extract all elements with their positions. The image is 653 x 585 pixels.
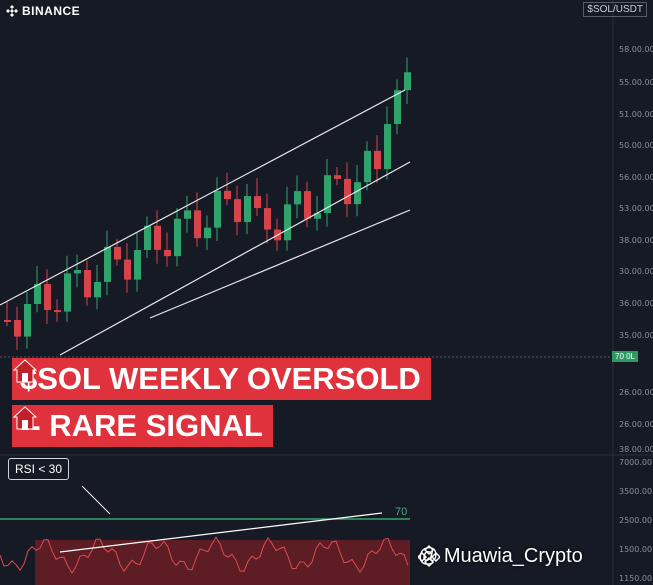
candle-body xyxy=(54,310,61,313)
candle-body xyxy=(134,250,141,280)
callout-line xyxy=(81,485,111,515)
watermark: @ Muawia_Crypto xyxy=(418,545,583,568)
candle-body xyxy=(174,218,181,257)
rsi-label: RSI < 30 xyxy=(8,458,70,480)
headline-line: $SOL WEEKLY OVERSOLD xyxy=(12,358,431,400)
trend-line xyxy=(149,209,411,319)
price-tag: 70 0L xyxy=(612,351,639,362)
candle-body xyxy=(44,284,51,311)
price-axis-label: 26.00.00 xyxy=(619,420,653,429)
candle-body xyxy=(204,227,211,239)
candle-body xyxy=(354,182,361,205)
candle-body xyxy=(144,225,151,251)
candle-body xyxy=(214,190,221,228)
headline-text: $SOL WEEKLY OVERSOLD xyxy=(20,361,421,396)
pair-label: $SOL/USDT xyxy=(583,2,647,17)
icon xyxy=(12,359,38,383)
price-axis: 58.00.00 55.00.00 51.00.00 50.00.00 56.00.00… xyxy=(619,45,653,454)
price-axis-label: 51.00.00 xyxy=(619,110,653,119)
candle-body xyxy=(94,281,101,298)
rsi-axis-label: 1500.00 xyxy=(619,545,652,554)
rsi-axis-label: 1150.00 xyxy=(619,574,652,583)
candle-body xyxy=(164,249,171,257)
price-axis-label: 53.00.00 xyxy=(619,204,653,213)
rsi-axis: 7000.00 3500.00 2500.00 1500.00 1150.00 xyxy=(619,458,652,583)
candle-body xyxy=(384,123,391,170)
candle-body xyxy=(4,320,11,322)
icon xyxy=(12,406,38,430)
brand-logo xyxy=(6,5,18,17)
price-axis-label: 26.00.00 xyxy=(619,388,653,397)
candle-body xyxy=(24,303,31,337)
candle-body xyxy=(34,284,41,304)
rsi-axis-label: 2500.00 xyxy=(619,516,652,525)
candle-body xyxy=(194,210,201,239)
candle-body xyxy=(294,191,301,205)
candle-body xyxy=(124,259,131,280)
candle-body xyxy=(324,175,331,214)
price-axis-label: 35.00.00 xyxy=(619,331,653,340)
candle-body xyxy=(254,196,261,209)
candle-body xyxy=(74,270,81,274)
rsi-line xyxy=(0,536,409,574)
axis-panel xyxy=(613,0,653,585)
rsi-level: 70 xyxy=(395,506,408,518)
brand: BINANCE xyxy=(22,4,81,18)
candle-body xyxy=(114,246,121,260)
candle-body xyxy=(234,199,241,223)
price-axis-label: 55.00.00 xyxy=(619,78,653,87)
candle-body xyxy=(284,204,291,241)
watermark-text: @ Muawia_Crypto xyxy=(418,545,583,567)
candle-body xyxy=(304,191,311,219)
price-axis-label: 56.00.00 xyxy=(619,173,653,182)
price-axis-label: 36.00.00 xyxy=(619,299,653,308)
rsi-axis-label: 7000.00 xyxy=(619,458,652,467)
candle-body xyxy=(184,210,191,219)
candle-body xyxy=(154,225,161,250)
candle-body xyxy=(244,196,251,223)
icon xyxy=(418,545,440,567)
candle-body xyxy=(64,273,71,312)
candle-body xyxy=(374,150,381,170)
candle-body xyxy=(84,270,91,298)
candle-body xyxy=(104,246,111,282)
rsi-axis-label: 3500.00 xyxy=(619,487,652,496)
price-axis-label: 50.00.00 xyxy=(619,141,653,150)
candle-body xyxy=(224,190,231,200)
price-axis-label: 38.00.00 xyxy=(619,236,653,245)
candle-body xyxy=(334,175,341,179)
trend-line xyxy=(0,89,406,306)
price-axis-label: 30.00.00 xyxy=(619,267,653,276)
candles xyxy=(4,57,411,350)
headline-line: -- RARE SIGNAL xyxy=(12,405,273,447)
trend-line xyxy=(59,161,411,356)
candle-body xyxy=(314,213,321,219)
candle-body xyxy=(344,178,351,205)
price-axis-label: 58.00.00 xyxy=(619,45,653,54)
candle-body xyxy=(364,150,371,183)
candle-body xyxy=(404,72,411,91)
rsi-trend xyxy=(59,512,383,553)
price-axis-label: 38.00.00 xyxy=(619,445,653,454)
candle-body xyxy=(14,320,21,337)
candle-body xyxy=(394,90,401,124)
headline-text: -- RARE SIGNAL xyxy=(20,408,263,443)
candle-body xyxy=(264,208,271,230)
